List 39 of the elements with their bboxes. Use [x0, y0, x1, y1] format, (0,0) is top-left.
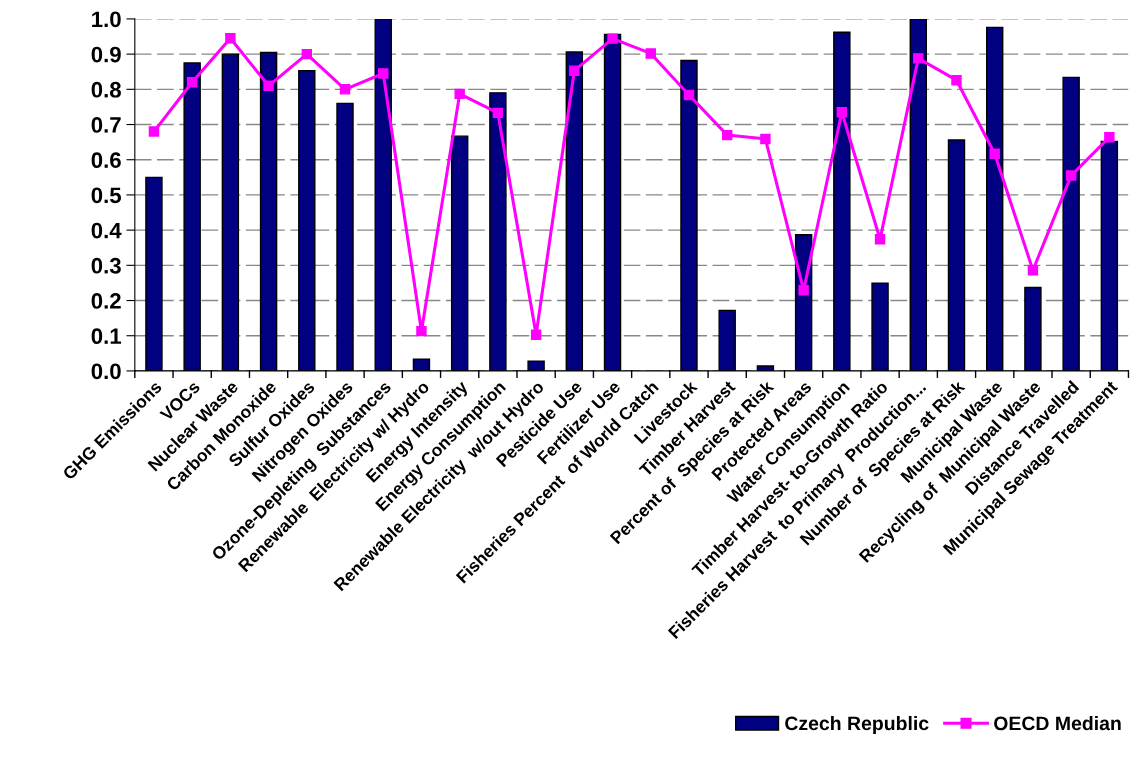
y-tick-label: 0.6 [91, 152, 121, 168]
point [1065, 170, 1077, 181]
point [530, 329, 542, 340]
y-tick-label: 0.4 [91, 222, 122, 239]
point [569, 65, 580, 76]
point [989, 148, 1000, 159]
point [913, 53, 924, 64]
point [492, 107, 504, 119]
point [645, 48, 656, 59]
point [721, 129, 733, 141]
y-tick-label: 0.1 [91, 328, 122, 344]
point [454, 88, 465, 100]
point [683, 89, 695, 101]
point [225, 33, 236, 44]
y-tick-label: 1.0 [92, 11, 121, 28]
y-tick-label: 0.2 [91, 293, 121, 309]
point [339, 84, 351, 95]
point [951, 74, 962, 86]
y-tick-label: 0.8 [91, 81, 121, 98]
y-tick-label: 0.0 [91, 363, 121, 380]
point [186, 77, 198, 88]
point [148, 126, 160, 137]
y-tick-label: 0.5 [91, 187, 122, 204]
point [760, 133, 771, 145]
point [301, 48, 313, 60]
point [607, 33, 618, 44]
point [416, 325, 427, 337]
y-tick-label: 0.9 [91, 46, 121, 63]
point [836, 106, 848, 118]
y-tick-label: 0.3 [91, 257, 121, 274]
point [798, 285, 809, 296]
point [1027, 265, 1039, 276]
point [263, 80, 274, 92]
point [378, 68, 389, 79]
legend-label: OECD Median [994, 715, 1121, 731]
y-tick-label: 0.7 [91, 117, 121, 133]
legend-label: Czech Republic [785, 715, 929, 735]
point [874, 234, 886, 245]
point [1104, 131, 1115, 143]
